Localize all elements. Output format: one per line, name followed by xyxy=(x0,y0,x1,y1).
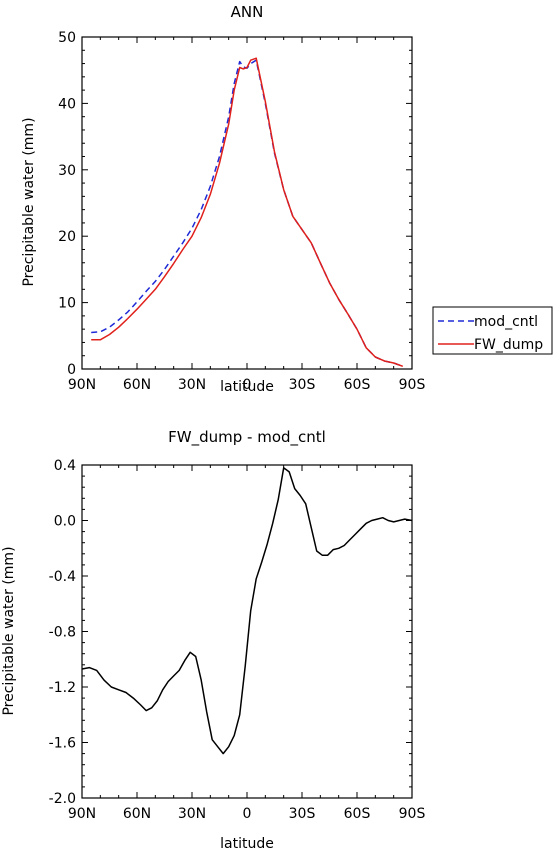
chart-1-xlabel: latitude xyxy=(220,379,274,395)
y-tick-label: 30 xyxy=(58,163,76,179)
x-tick-label: 30S xyxy=(289,377,316,393)
x-tick-label: 30N xyxy=(178,377,206,393)
chart-1-title: ANN xyxy=(231,3,264,21)
chart-2-plot-frame xyxy=(81,464,413,799)
series-line-fw-dump xyxy=(91,57,404,368)
chart-2-xlabel: latitude xyxy=(220,836,274,851)
x-tick-label: 0 xyxy=(243,806,252,822)
x-tick-label: 60S xyxy=(344,377,371,393)
y-tick-label: 40 xyxy=(58,96,76,112)
x-tick-label: 30N xyxy=(178,806,206,822)
chart-1-ylabel: Precipitable water (mm) xyxy=(21,117,37,286)
legend-frame xyxy=(432,306,553,355)
x-tick-label: 60N xyxy=(123,806,151,822)
x-tick-label: 90N xyxy=(68,806,96,822)
x-tick-label: 90N xyxy=(68,377,96,393)
chart-2-ylabel: Precipitable water (mm) xyxy=(1,546,17,715)
x-tick-label: 90S xyxy=(399,377,426,393)
chart-2-title: FW_dump - mod_cntl xyxy=(168,428,326,447)
chart-2: FW_dump - mod_cntl 90N 60N 30N 0 30S 60S 90S -2… xyxy=(1,428,425,851)
chart-1-plot-frame xyxy=(81,36,413,370)
y-tick-label: 10 xyxy=(58,296,76,312)
legend-label-mod-cntl: mod_cntl xyxy=(474,314,538,330)
x-tick-label: 60N xyxy=(123,377,151,393)
chart-2-series xyxy=(81,467,413,755)
legend-label-fw-dump: FW_dump xyxy=(474,337,543,353)
x-tick-label: 30S xyxy=(289,806,316,822)
x-tick-label: 0 xyxy=(243,377,252,393)
x-tick-label: 90S xyxy=(399,806,426,822)
chart-2-ticks: 90N 60N 30N 0 30S 60S 90S -2.0 -1.6 -1.2 -0.8 -0.4 0… xyxy=(49,458,426,822)
x-tick-label: 60S xyxy=(344,806,371,822)
y-tick-label: 20 xyxy=(58,229,76,245)
y-tick-label: 0 xyxy=(67,362,76,378)
y-tick-label: 0.0 xyxy=(54,514,76,530)
y-tick-label: -1.6 xyxy=(49,736,76,752)
y-tick-label: 50 xyxy=(58,30,76,46)
y-tick-label: 0.4 xyxy=(54,458,76,474)
chart-1: ANN 90N 60N 30N 0 30S 60S 90S 0 10 20 30 40 50 Preci… xyxy=(21,3,553,395)
chart-1-ticks: 90N 60N 30N 0 30S 60S 90S 0 10 20 30 40 50 xyxy=(58,30,425,393)
chart-1-series xyxy=(91,57,404,368)
series-line xyxy=(81,467,413,755)
chart-1-legend: mod_cntl FW_dump xyxy=(432,306,553,355)
y-tick-label: -0.4 xyxy=(49,569,76,585)
y-tick-label: -1.2 xyxy=(49,680,76,696)
series-line-mod-cntl xyxy=(91,59,404,368)
y-tick-label: -0.8 xyxy=(49,625,76,641)
y-tick-label: -2.0 xyxy=(49,791,76,807)
